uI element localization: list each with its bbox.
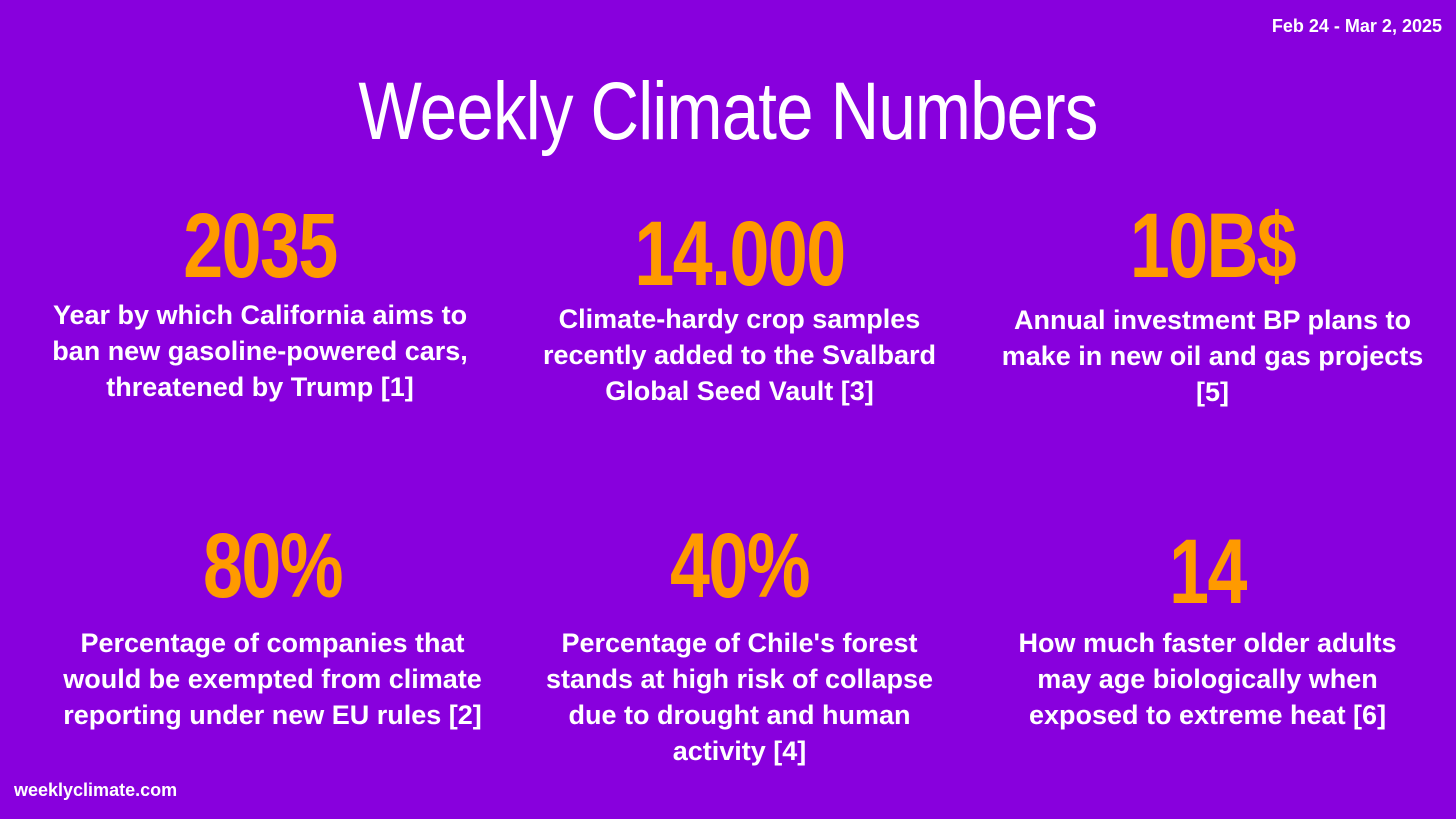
stat-number: 14 [1169,521,1247,623]
stat-card: 14.000 Climate-hardy crop samples recent… [522,204,957,409]
stat-description: Year by which California aims to ban new… [52,300,468,402]
site-url: weeklyclimate.com [14,780,178,800]
stat-card: 10B$ Annual investment BP plans to make … [990,196,1435,410]
stat-card: 40% Percentage of Chile's forest stands … [522,516,957,769]
stat-description: How much faster older adults may age bio… [1018,628,1397,730]
stat-description: Annual investment BP plans to make in ne… [1001,305,1424,407]
stat-description: Percentage of Chile's forest stands at h… [545,628,934,766]
stat-number: 14.000 [634,203,846,305]
stat-description: Climate-hardy crop samples recently adde… [542,304,937,406]
stat-number: 2035 [183,195,338,297]
stat-card: 80% Percentage of companies that would b… [55,516,490,733]
stat-number: 40% [670,515,811,617]
stat-number: 10B$ [1129,195,1297,297]
stat-card: 14 How much faster older adults may age … [990,522,1425,733]
stat-number: 80% [203,515,344,617]
stat-description: Percentage of companies that would be ex… [63,628,482,730]
stat-card: 2035 Year by which California aims to ba… [45,196,475,405]
date-range: Feb 24 - Mar 2, 2025 [1271,16,1442,36]
page-title: Weekly Climate Numbers [358,66,1098,157]
